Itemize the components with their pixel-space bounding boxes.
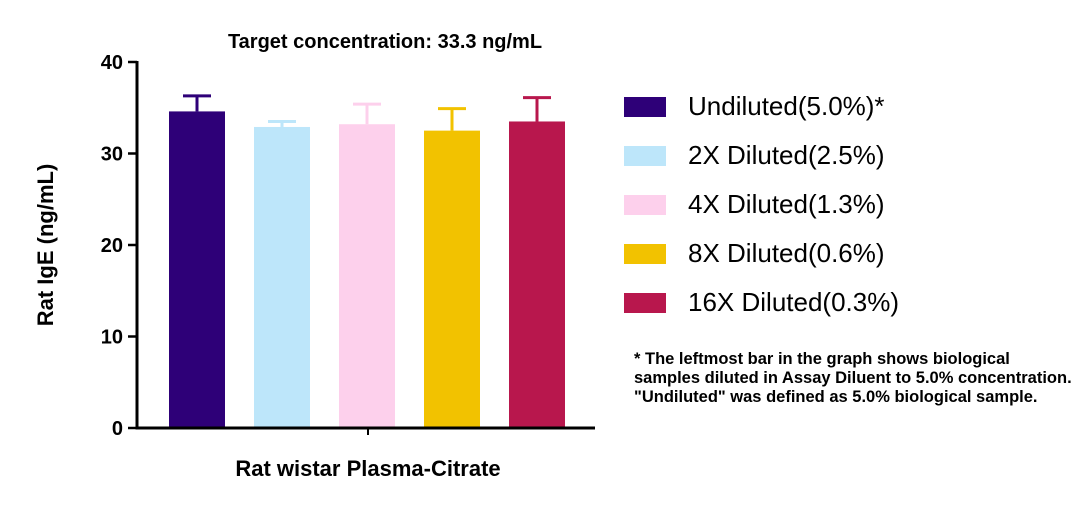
bar	[254, 126, 310, 428]
legend-item: 16X Diluted(0.3%)	[624, 278, 899, 327]
legend-item: 8X Diluted(0.6%)	[624, 229, 899, 278]
legend: Undiluted(5.0%)* 2X Diluted(2.5%) 4X Dil…	[624, 82, 899, 327]
legend-swatch	[624, 243, 666, 264]
legend-label: 16X Diluted(0.3%)	[688, 287, 899, 317]
legend-swatch	[624, 194, 666, 215]
legend-swatch	[624, 145, 666, 166]
bar	[424, 130, 480, 428]
y-tick-label: 0	[112, 418, 123, 440]
legend-label: 2X Diluted(2.5%)	[688, 140, 885, 170]
y-tick-label: 20	[101, 235, 123, 257]
legend-item: Undiluted(5.0%)*	[624, 82, 899, 131]
y-axis-title: Rat IgE (ng/mL)	[33, 164, 58, 327]
legend-item: 4X Diluted(1.3%)	[624, 180, 899, 229]
legend-swatch	[624, 292, 666, 313]
y-tick-label: 10	[101, 327, 123, 349]
legend-item: 2X Diluted(2.5%)	[624, 131, 899, 180]
footnote: * The leftmost bar in the graph shows bi…	[634, 350, 1072, 406]
y-tick-label: 40	[101, 52, 123, 74]
legend-label: 4X Diluted(1.3%)	[688, 189, 885, 219]
y-tick-label: 30	[101, 144, 123, 166]
bars	[169, 111, 565, 428]
legend-label: 8X Diluted(0.6%)	[688, 238, 885, 268]
legend-swatch	[624, 96, 666, 117]
chart-title: Target concentration: 33.3 ng/mL	[228, 31, 542, 53]
legend-label: Undiluted(5.0%)*	[688, 91, 885, 121]
bar	[339, 124, 395, 428]
bar	[509, 121, 565, 428]
error-bars	[183, 94, 551, 131]
y-axis-ticks: 0 10 20 30 40	[101, 52, 137, 440]
bar	[169, 111, 225, 428]
x-axis-title: Rat wistar Plasma-Citrate	[235, 456, 500, 481]
